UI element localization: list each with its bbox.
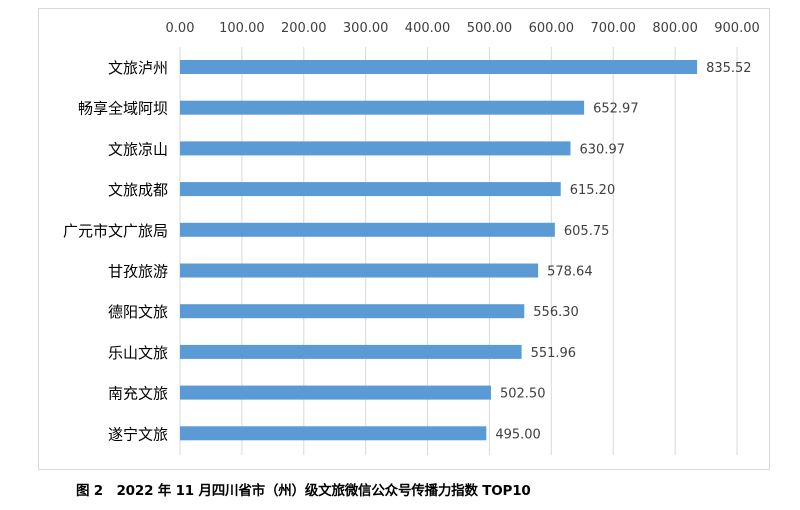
x-tick-label: 200.00 — [281, 21, 327, 36]
x-tick-label: 500.00 — [467, 21, 513, 36]
bar — [180, 100, 585, 115]
x-tick-label: 700.00 — [590, 21, 636, 36]
bar — [180, 385, 491, 400]
x-tick-label: 400.00 — [405, 21, 451, 36]
bar — [180, 60, 698, 74]
data-label: 652.97 — [593, 102, 639, 117]
bar — [180, 222, 555, 237]
category-label: 甘孜旅游 — [108, 263, 168, 281]
data-label: 605.75 — [564, 224, 610, 239]
data-label: 835.52 — [706, 61, 752, 76]
category-label: 遂宁文旅 — [108, 425, 168, 443]
bar — [180, 344, 522, 359]
category-label: 文旅泸州 — [108, 59, 168, 77]
category-label: 乐山文旅 — [108, 344, 168, 362]
x-tick-label: 900.00 — [714, 21, 760, 36]
category-label: 文旅凉山 — [108, 140, 168, 158]
bar — [180, 304, 525, 319]
bar-chart: 0.00 100.00 200.00 300.00 400.00 500.00 600.00… — [63, 21, 760, 455]
chart-caption: 图 2 2022 年 11 月四川省市（州）级文旅微信公众号传播力指数 TOP1… — [76, 483, 531, 499]
x-tick-label: 800.00 — [652, 21, 698, 36]
bar — [180, 263, 539, 278]
category-label: 文旅成都 — [108, 181, 168, 199]
category-label: 广元市文广旅局 — [63, 222, 168, 240]
bar — [180, 182, 561, 197]
category-label: 德阳文旅 — [108, 303, 168, 321]
chart-frame — [38, 8, 770, 470]
x-tick-label: 100.00 — [219, 21, 265, 36]
x-tick-label: 300.00 — [343, 21, 389, 36]
data-label: 615.20 — [570, 183, 616, 198]
bar — [180, 426, 487, 441]
x-tick-label: 600.00 — [529, 21, 575, 36]
data-label: 502.50 — [500, 387, 546, 402]
bar — [180, 141, 571, 156]
category-label: 畅享全域阿坝 — [78, 100, 168, 118]
x-tick-label: 0.00 — [166, 21, 195, 36]
data-label: 556.30 — [533, 305, 579, 320]
data-label: 495.00 — [495, 427, 540, 442]
category-label: 南充文旅 — [108, 385, 168, 403]
data-label: 551.96 — [531, 346, 577, 361]
data-label: 578.64 — [547, 265, 593, 280]
data-label: 630.97 — [580, 142, 626, 157]
